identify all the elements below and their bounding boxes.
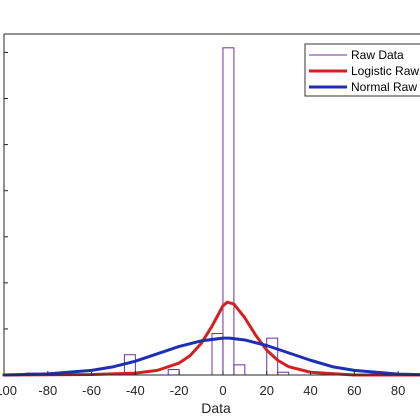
x-tick-label--80: -80: [38, 383, 57, 398]
legend: Raw Data Logistic Raw Normal Raw: [304, 43, 420, 97]
x-tick-label--60: -60: [82, 383, 101, 398]
curve-logistic-raw: [2, 300, 420, 377]
fitted-curves: [2, 300, 420, 377]
curve-normal-raw: [2, 336, 420, 377]
legend-label-logistic-raw: Logistic Raw: [351, 64, 419, 78]
legend-label-normal-raw: Normal Raw: [351, 80, 417, 94]
x-tick-label--20: -20: [170, 383, 189, 398]
x-axis-label: Data: [201, 400, 231, 416]
axes: -100 -80 -60 -40 -20 0 20 40 60 80: [0, 33, 420, 398]
x-tick-label-20: 20: [260, 383, 274, 398]
legend-label-raw-data: Raw Data: [351, 48, 404, 62]
x-tick-label-0: 0: [219, 383, 226, 398]
x-tick-label-80: 80: [391, 383, 405, 398]
x-tick-label--40: -40: [126, 383, 145, 398]
x-tick-label-40: 40: [303, 383, 317, 398]
x-tick-label-60: 60: [347, 383, 361, 398]
x-tick-label--100: -100: [0, 383, 17, 398]
